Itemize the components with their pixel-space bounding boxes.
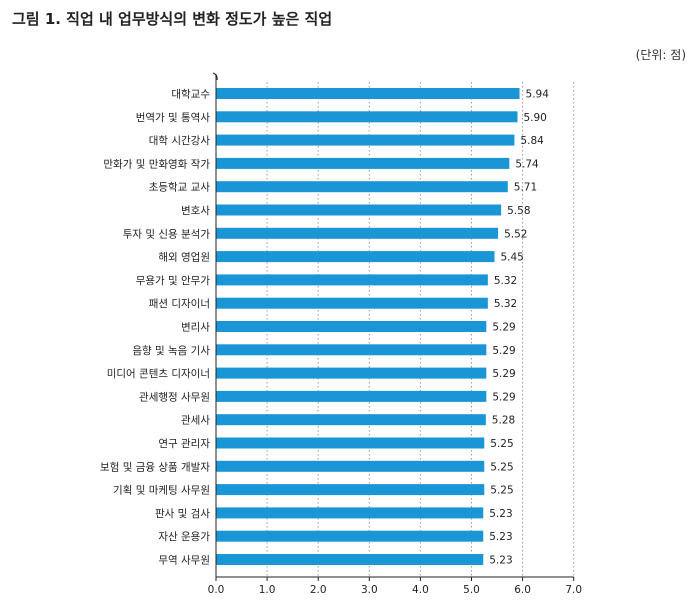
bar: [216, 274, 488, 286]
bar: [216, 88, 520, 99]
category-label: 미디어 콘텐츠 디자이너: [107, 368, 210, 380]
value-label: 5.32: [494, 298, 517, 310]
category-label: 연구 관리자: [158, 438, 210, 450]
value-label: 5.90: [523, 112, 546, 124]
category-label: 무용가 및 안무가: [136, 275, 211, 287]
value-label: 5.25: [490, 485, 513, 497]
value-label: 5.29: [492, 345, 515, 357]
x-tick-label: 3.0: [361, 584, 378, 596]
x-tick-label: 5.0: [463, 584, 480, 596]
category-label: 패션 디자이너: [149, 298, 210, 310]
value-label: 5.71: [514, 182, 537, 194]
value-label: 5.94: [526, 89, 550, 101]
unit-label: (단위: 점): [635, 48, 686, 62]
bar: [216, 507, 484, 519]
x-tick-label: 0.0: [208, 584, 225, 596]
x-tick-label: 1.0: [259, 584, 276, 596]
value-label: 5.84: [520, 135, 544, 147]
value-label: 5.32: [494, 275, 517, 287]
bar: [216, 321, 487, 332]
value-label: 5.28: [492, 415, 515, 427]
bar: [216, 251, 495, 263]
value-label: 5.23: [489, 531, 512, 543]
bar: [216, 134, 515, 146]
category-label: 해외 영업원: [158, 251, 210, 264]
category-label: 판사 및 검사: [155, 508, 210, 520]
value-label: 5.29: [492, 368, 515, 380]
value-label: 5.23: [489, 555, 512, 567]
bar: [216, 484, 485, 496]
value-label: 5.25: [490, 438, 513, 450]
bar: [216, 437, 485, 449]
value-label: 5.58: [507, 205, 530, 217]
category-label: 번역가 및 통역사: [136, 112, 211, 124]
category-label: 무역 사무원: [158, 555, 210, 567]
value-label: 5.52: [504, 228, 527, 240]
bar: [216, 344, 487, 356]
category-label: 기획 및 마케팅 사무원: [113, 485, 210, 497]
bar: [216, 297, 488, 309]
bar: [216, 390, 487, 402]
x-tick-label: 2.0: [310, 584, 327, 596]
value-label: 5.25: [490, 461, 513, 473]
value-label: 5.29: [492, 322, 515, 334]
category-label: 관세사: [181, 415, 210, 427]
category-label: 만화가 및 만화영화 작가: [103, 158, 210, 170]
category-label: 음향 및 녹음 기사: [132, 345, 210, 357]
bar: [216, 414, 486, 426]
bar: [216, 227, 499, 239]
category-label: 보험 및 금융 상품 개발자: [100, 461, 210, 473]
category-label: 관세행정 사무원: [139, 391, 210, 403]
category-label: 투자 및 신용 분석가: [123, 228, 211, 240]
category-label: 변리사: [181, 322, 210, 334]
bar: [216, 530, 484, 542]
x-tick-label: 6.0: [514, 584, 531, 596]
y-axis-break-mark: [212, 72, 218, 81]
bar: [216, 204, 502, 216]
value-label: 5.45: [500, 252, 523, 264]
x-tick-label: 4.0: [412, 584, 429, 596]
bar: [216, 460, 485, 472]
category-label: 변호사: [181, 205, 210, 217]
category-label: 초등학교 교사: [149, 182, 211, 194]
value-label: 5.74: [515, 158, 539, 170]
value-label: 5.29: [492, 391, 515, 403]
category-label: 대학교수: [171, 89, 210, 101]
bar: [216, 554, 484, 565]
chart-title: 그림 1. 직업 내 업무방식의 변화 정도가 높은 직업: [12, 10, 333, 28]
bar: [216, 181, 508, 193]
bar: [216, 367, 487, 379]
bar: [216, 111, 518, 123]
category-label: 자산 운용가: [158, 531, 210, 543]
category-label: 대학 시간강사: [149, 135, 211, 147]
bar: [216, 157, 510, 169]
x-tick-label: 7.0: [565, 584, 582, 596]
value-label: 5.23: [489, 508, 512, 520]
